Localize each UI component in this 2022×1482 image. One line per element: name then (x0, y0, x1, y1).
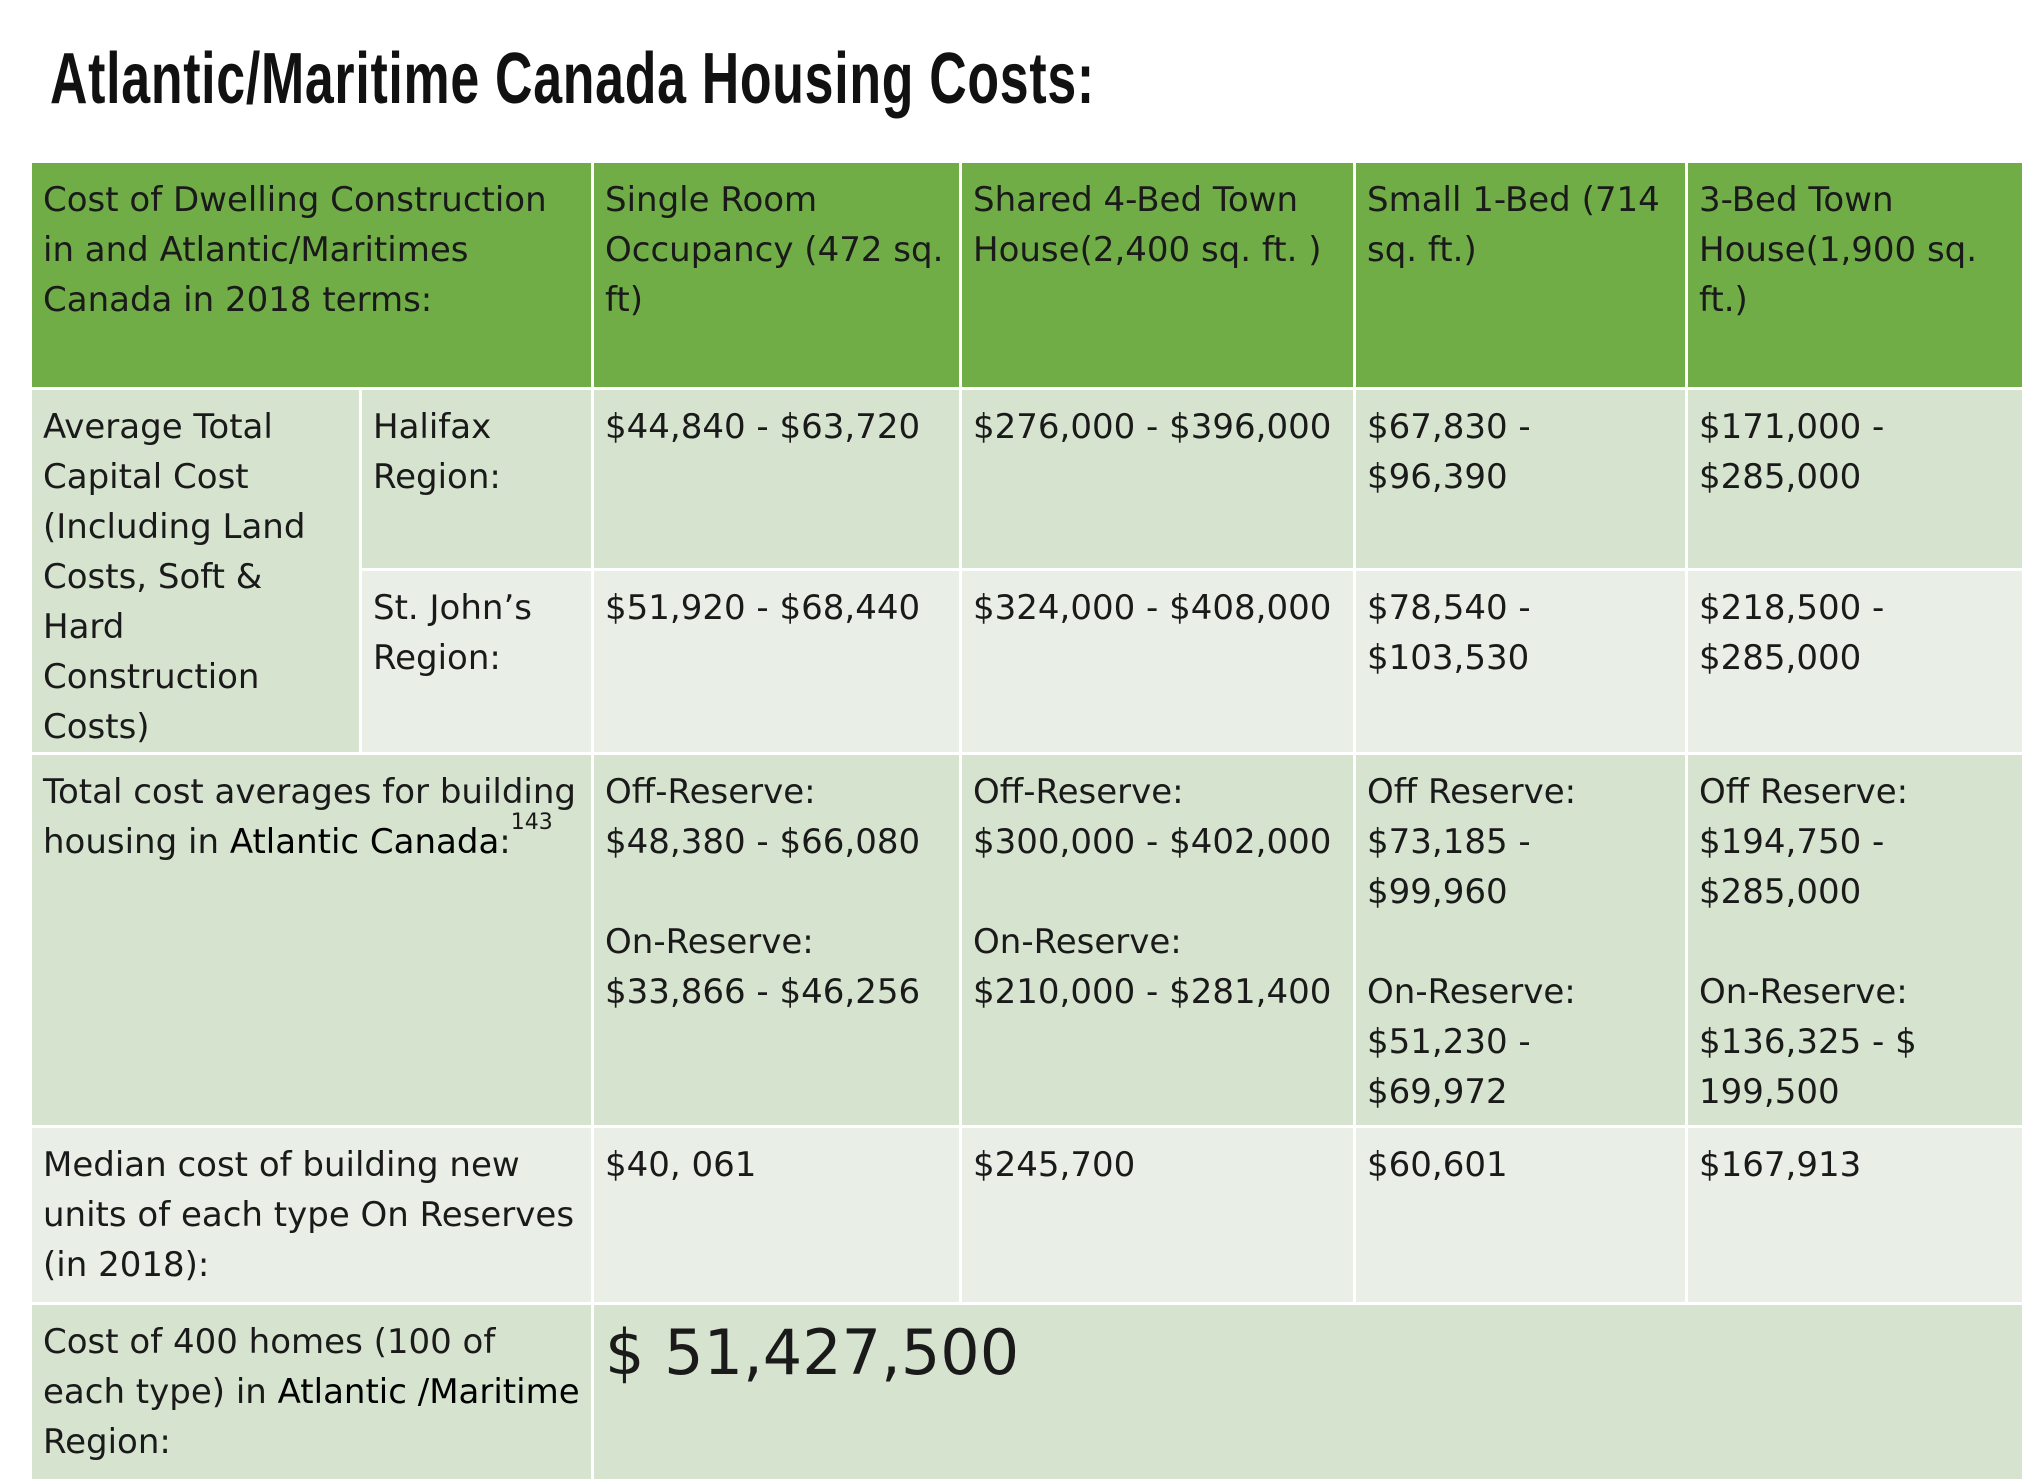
halifax-shared-4-bed: $276,000 - $396,000 (961, 389, 1355, 570)
off-reserve-label: Off-Reserve: (973, 767, 1342, 817)
total-shared-4-bed: Off-Reserve: $300,000 - $402,000 On-Rese… (961, 754, 1355, 1127)
total-averages-label: Total cost averages for building housing… (31, 754, 593, 1127)
total-400-label-bold: Atlantic /Maritime (278, 1372, 580, 1412)
header-3-bed-town-house: 3-Bed Town House(1,900 sq. ft.) (1687, 162, 2022, 389)
halifax-row: Average Total Capital Cost (Including La… (31, 389, 2022, 570)
total-averages-label-post: : (499, 822, 510, 862)
on-reserve-value: $51,230 - $69,972 (1367, 1017, 1674, 1117)
total-small-1-bed: Off Reserve: $73,185 - $99,960 On-Reserv… (1355, 754, 1687, 1127)
stjohns-label: St. John’s Region: (361, 570, 593, 754)
off-reserve-value: $48,380 - $66,080 (605, 817, 948, 867)
off-reserve-label: Off Reserve: (1699, 767, 2011, 817)
on-reserve-label: On-Reserve: (1367, 967, 1674, 1017)
off-reserve-label: Off Reserve: (1367, 767, 1674, 817)
housing-cost-table: Cost of Dwelling Construction in and Atl… (29, 160, 2022, 1482)
on-reserve-value: $136,325 - $ 199,500 (1699, 1017, 2011, 1117)
total-400-label: Cost of 400 homes (100 of each type) in … (31, 1304, 593, 1481)
total-400-value: $ 51,427,500 (593, 1304, 2022, 1481)
stjohns-3-bed: $218,500 - $285,000 (1687, 570, 2022, 754)
header-label-cell: Cost of Dwelling Construction in and Atl… (31, 162, 593, 389)
header-row: Cost of Dwelling Construction in and Atl… (31, 162, 2022, 389)
median-single-room: $40, 061 (593, 1127, 961, 1304)
on-reserve-label: On-Reserve: (605, 917, 948, 967)
total-400-label-post: Region: (43, 1422, 171, 1462)
median-shared-4-bed: $245,700 (961, 1127, 1355, 1304)
median-label: Median cost of building new units of eac… (31, 1127, 593, 1304)
off-reserve-label: Off-Reserve: (605, 767, 948, 817)
total-single-room: Off-Reserve: $48,380 - $66,080 On-Reserv… (593, 754, 961, 1127)
total-averages-label-bold: Atlantic Canada (230, 822, 499, 862)
on-reserve-label: On-Reserve: (1699, 967, 2011, 1017)
stjohns-shared-4-bed: $324,000 - $408,000 (961, 570, 1355, 754)
median-row: Median cost of building new units of eac… (31, 1127, 2022, 1304)
total-averages-row: Total cost averages for building housing… (31, 754, 2022, 1127)
header-single-room: Single Room Occupancy (472 sq. ft) (593, 162, 961, 389)
footnote-marker: 143 (511, 810, 553, 835)
median-3-bed: $167,913 (1687, 1127, 2022, 1304)
halifax-label: Halifax Region: (361, 389, 593, 570)
off-reserve-value: $194,750 - $285,000 (1699, 817, 2011, 917)
header-shared-4-bed: Shared 4-Bed Town House(2,400 sq. ft. ) (961, 162, 1355, 389)
median-small-1-bed: $60,601 (1355, 1127, 1687, 1304)
halifax-small-1-bed: $67,830 - $96,390 (1355, 389, 1687, 570)
header-small-1-bed: Small 1-Bed (714 sq. ft.) (1355, 162, 1687, 389)
on-reserve-value: $210,000 - $281,400 (973, 967, 1342, 1017)
off-reserve-value: $73,185 - $99,960 (1367, 817, 1674, 917)
off-reserve-value: $300,000 - $402,000 (973, 817, 1342, 867)
on-reserve-label: On-Reserve: (973, 917, 1342, 967)
total-400-homes-row: Cost of 400 homes (100 of each type) in … (31, 1304, 2022, 1481)
stjohns-single-room: $51,920 - $68,440 (593, 570, 961, 754)
halifax-3-bed: $171,000 - $285,000 (1687, 389, 2022, 570)
on-reserve-value: $33,866 - $46,256 (605, 967, 948, 1017)
capital-cost-label: Average Total Capital Cost (Including La… (31, 389, 361, 754)
page-title: Atlantic/Maritime Canada Housing Costs: (50, 38, 1095, 120)
stjohns-small-1-bed: $78,540 - $103,530 (1355, 570, 1687, 754)
total-3-bed: Off Reserve: $194,750 - $285,000 On-Rese… (1687, 754, 2022, 1127)
halifax-single-room: $44,840 - $63,720 (593, 389, 961, 570)
